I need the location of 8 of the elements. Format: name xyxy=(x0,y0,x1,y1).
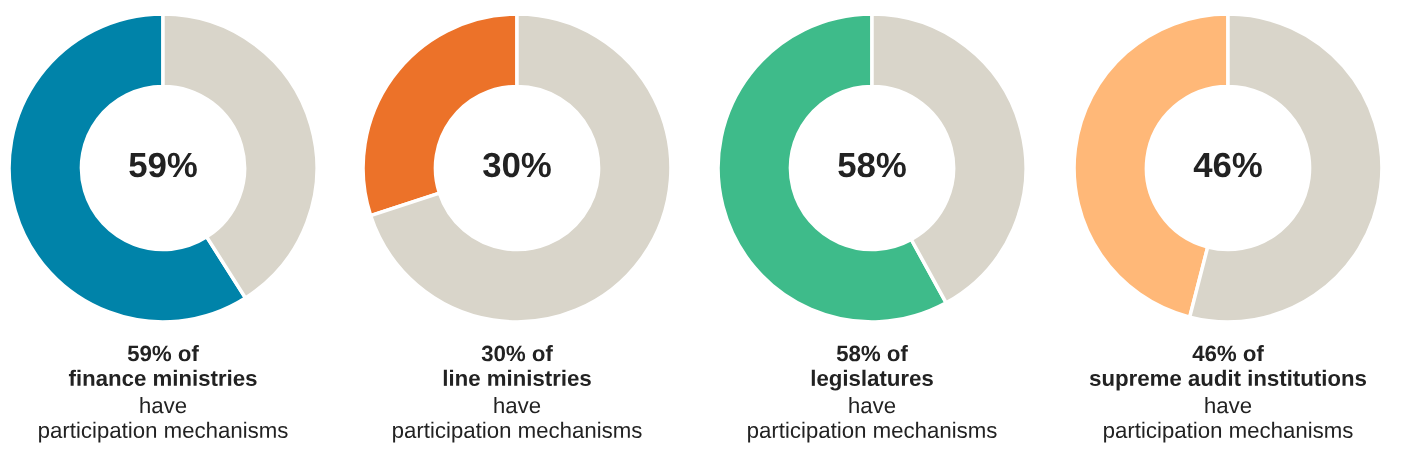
text: have participation mechanisms xyxy=(39,397,288,443)
data-label: 58% xyxy=(838,152,906,178)
text: have participation mechanisms xyxy=(1104,397,1353,443)
text: have participation mechanisms xyxy=(393,397,642,443)
data-label: 59% xyxy=(129,152,197,178)
data-label: 30% xyxy=(483,152,551,178)
text: have participation mechanisms xyxy=(748,397,997,443)
data-label: 46% xyxy=(1193,152,1262,178)
